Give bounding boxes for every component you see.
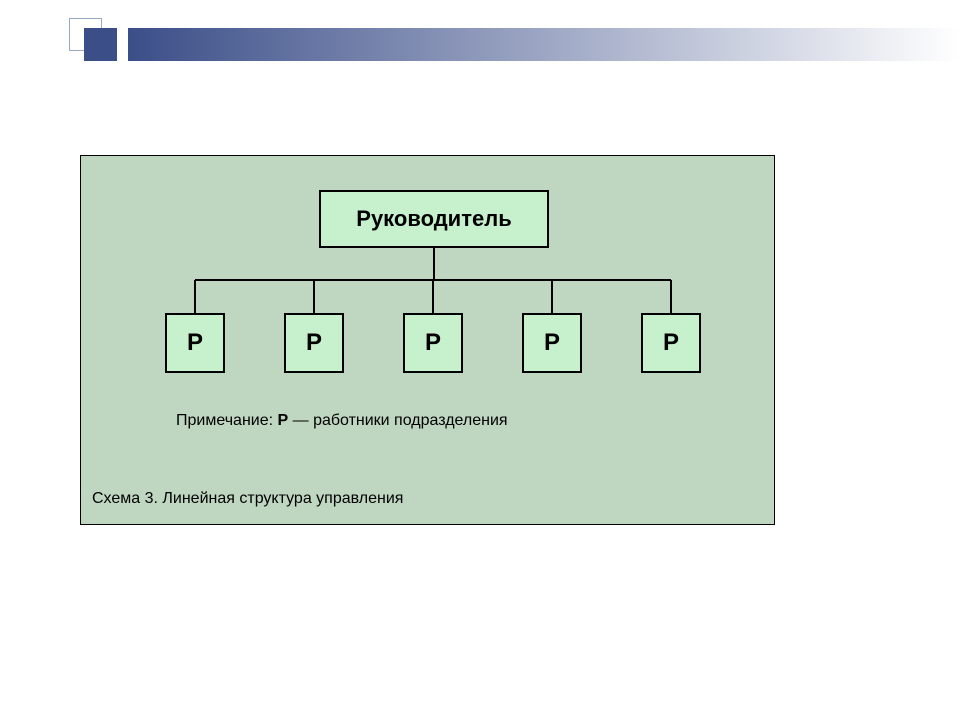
child-node: Р (165, 313, 225, 373)
connector-segment (432, 280, 434, 313)
figure-caption-text: Схема 3. Линейная структура управления (92, 490, 403, 507)
connector-segment (313, 280, 315, 313)
child-node: Р (403, 313, 463, 373)
child-node: Р (284, 313, 344, 373)
child-node-label: Р (306, 329, 322, 357)
slide-root: { "decor": { "square_outer": { "x": 69, … (0, 0, 960, 720)
legend-note-prefix: Примечание: (176, 412, 278, 429)
child-node-label: Р (425, 329, 441, 357)
legend-note: Примечание: Р — работники подразделения (176, 412, 508, 430)
figure-caption: Схема 3. Линейная структура управления (92, 490, 403, 508)
deco-gradient-bar (128, 28, 960, 61)
child-node-label: Р (663, 329, 679, 357)
header-decoration (0, 0, 960, 90)
legend-note-symbol: Р (278, 412, 289, 429)
root-node-label: Руководитель (356, 206, 511, 232)
connector-segment (194, 280, 196, 313)
connector-segment (670, 280, 672, 313)
child-node: Р (522, 313, 582, 373)
deco-square-dark (84, 28, 117, 61)
child-node-label: Р (187, 329, 203, 357)
child-node-label: Р (544, 329, 560, 357)
connector-segment (433, 248, 435, 280)
child-node: Р (641, 313, 701, 373)
legend-note-rest: — работники подразделения (288, 412, 507, 429)
root-node: Руководитель (319, 190, 549, 248)
connector-segment (551, 280, 553, 313)
